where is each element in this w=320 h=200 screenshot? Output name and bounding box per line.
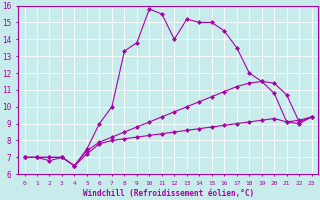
X-axis label: Windchill (Refroidissement éolien,°C): Windchill (Refroidissement éolien,°C) [83,189,254,198]
